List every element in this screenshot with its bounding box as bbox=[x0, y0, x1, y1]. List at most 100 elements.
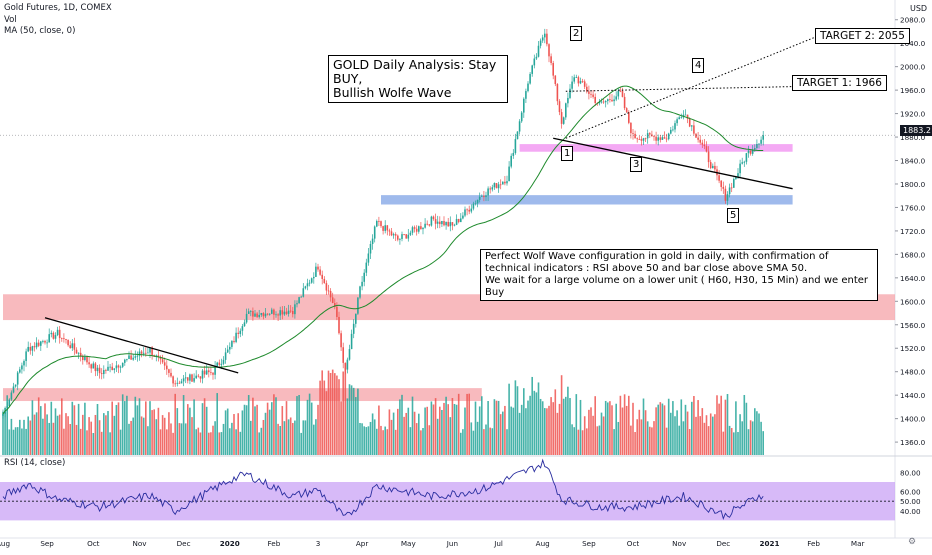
ma-legend: MA (50, close, 0) bbox=[4, 26, 76, 36]
volume-bar bbox=[525, 408, 527, 455]
candle-body bbox=[344, 362, 347, 370]
volume-bar bbox=[418, 413, 420, 455]
candle-body bbox=[573, 77, 575, 82]
candle-body bbox=[103, 370, 105, 375]
volume-bar bbox=[596, 426, 599, 455]
candle-body bbox=[275, 314, 277, 316]
candle-body bbox=[271, 309, 273, 314]
candle-body bbox=[264, 313, 267, 317]
candle-body bbox=[544, 33, 546, 38]
candle-body bbox=[598, 102, 601, 104]
time-tick-label: Oct bbox=[87, 539, 100, 548]
volume-bar bbox=[29, 420, 32, 455]
volume-bar bbox=[273, 394, 275, 455]
time-tick-label: 2020 bbox=[220, 539, 240, 548]
candle-body bbox=[407, 234, 410, 239]
candle-body bbox=[233, 340, 235, 342]
volume-bar bbox=[613, 429, 615, 455]
volume-bar bbox=[61, 398, 63, 455]
candle-body bbox=[621, 90, 624, 97]
volume-bar bbox=[399, 399, 401, 455]
candle-body bbox=[180, 381, 183, 384]
candle-body bbox=[531, 65, 533, 74]
candle-body bbox=[109, 366, 111, 368]
volume-bar bbox=[487, 401, 489, 455]
volume-bar bbox=[105, 415, 107, 455]
candle-body bbox=[609, 99, 611, 100]
candle-body bbox=[33, 346, 36, 348]
volume-bar bbox=[390, 419, 393, 455]
candle-body bbox=[655, 136, 657, 141]
candle-body bbox=[145, 352, 147, 354]
candle-body bbox=[512, 152, 515, 156]
candle-body bbox=[170, 372, 172, 377]
candle-body bbox=[659, 137, 662, 140]
volume-bar bbox=[512, 407, 515, 455]
candle-body bbox=[161, 359, 164, 363]
volume-bar bbox=[703, 422, 706, 455]
candle-body bbox=[277, 314, 279, 316]
candle-body bbox=[680, 117, 683, 119]
volume-bar bbox=[394, 429, 397, 455]
volume-bar bbox=[16, 427, 19, 455]
volume-bar bbox=[531, 376, 533, 455]
volume-bar bbox=[4, 411, 6, 455]
volume-bar bbox=[478, 406, 481, 455]
volume-bar bbox=[256, 404, 258, 455]
volume-bar bbox=[464, 407, 466, 455]
volume-bar bbox=[352, 387, 355, 455]
candle-body bbox=[485, 195, 487, 198]
candle-body bbox=[714, 165, 716, 170]
volume-bar bbox=[205, 406, 208, 455]
volume-bar bbox=[672, 401, 674, 455]
candle-body bbox=[470, 208, 473, 212]
volume-bar bbox=[537, 382, 540, 455]
candle-body bbox=[342, 347, 344, 363]
volume-bar bbox=[506, 429, 508, 455]
candle-body bbox=[178, 382, 181, 384]
note-line-3: We wait for a large volume on a lower un… bbox=[485, 275, 868, 298]
volume-bar bbox=[12, 429, 15, 455]
candle-body bbox=[88, 362, 90, 365]
volume-bar bbox=[432, 404, 435, 455]
volume-bar bbox=[119, 429, 122, 455]
candle-body bbox=[386, 225, 389, 231]
wave-label-3: 3 bbox=[630, 157, 643, 172]
volume-bar bbox=[294, 420, 296, 455]
candle-body bbox=[632, 133, 634, 134]
candle-body bbox=[266, 313, 269, 315]
volume-bar bbox=[733, 432, 735, 455]
candle-body bbox=[323, 278, 326, 284]
candle-body bbox=[516, 131, 519, 140]
candle-body bbox=[390, 231, 393, 236]
candle-body bbox=[58, 329, 61, 339]
volume-bar bbox=[405, 412, 407, 455]
price-tick-label: 2080.0 bbox=[900, 16, 926, 25]
volume-bar bbox=[621, 407, 624, 455]
candle-body bbox=[86, 356, 88, 363]
candle-body bbox=[552, 62, 554, 76]
volume-bar bbox=[514, 380, 517, 455]
volume-bar bbox=[229, 428, 231, 455]
volume-bar bbox=[388, 409, 391, 455]
volume-bar bbox=[489, 427, 491, 455]
volume-bar bbox=[199, 432, 202, 455]
volume-bar bbox=[224, 410, 227, 455]
volume-bar bbox=[523, 388, 525, 455]
volume-bar bbox=[386, 429, 389, 455]
candle-body bbox=[701, 142, 704, 145]
candle-body bbox=[254, 313, 256, 317]
settings-icon[interactable]: ⚙ bbox=[908, 536, 917, 546]
candle-body bbox=[107, 366, 109, 371]
candle-body bbox=[481, 195, 483, 197]
candle-body bbox=[548, 44, 550, 57]
volume-bar bbox=[304, 420, 307, 455]
pink-zone-lower bbox=[3, 388, 482, 402]
volume-bar bbox=[321, 370, 323, 455]
volume-bar bbox=[684, 404, 687, 455]
candle-body bbox=[142, 352, 145, 354]
volume-bar bbox=[126, 395, 128, 455]
volume-bar bbox=[176, 408, 179, 455]
